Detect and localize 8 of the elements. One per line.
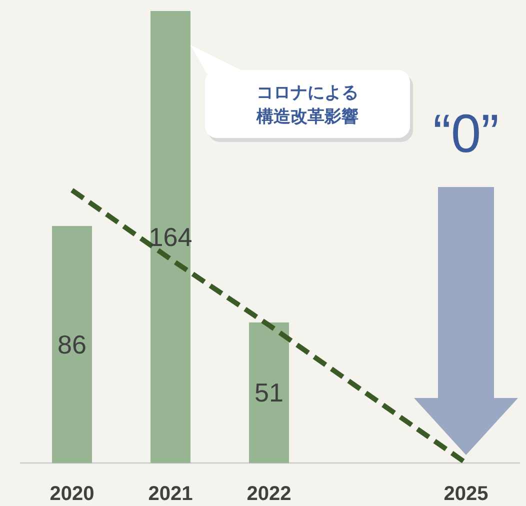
x-tick-label: 2022 — [246, 483, 292, 505]
annotation: “0” — [433, 104, 499, 164]
x-tick-label: 2025 — [444, 483, 488, 505]
x-tick-label: 2020 — [50, 483, 94, 505]
data-label: 86 — [58, 329, 86, 360]
annotation: コロナによる構造改革影響 — [256, 83, 358, 126]
data-label: 51 — [254, 378, 284, 408]
x-tick-label: 2021 — [148, 483, 193, 505]
